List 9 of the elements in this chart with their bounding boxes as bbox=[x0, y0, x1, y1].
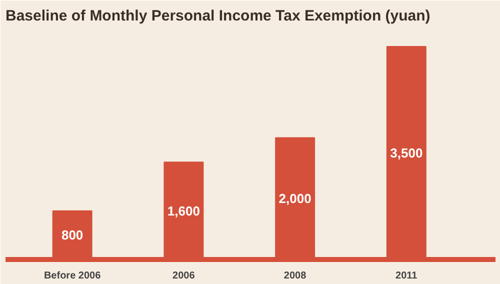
data-label: 2,000 bbox=[278, 191, 312, 206]
x-tick-label: 2011 bbox=[396, 270, 418, 282]
x-tick-label: Before 2006 bbox=[44, 270, 102, 282]
x-tick-label: 2006 bbox=[172, 270, 196, 282]
data-label: 800 bbox=[61, 228, 84, 243]
data-label: 3,500 bbox=[390, 146, 423, 161]
x-tick-label: 2008 bbox=[284, 270, 307, 282]
data-label: 1,600 bbox=[167, 203, 200, 218]
chart-title: Baseline of Monthly Personal Income Tax Exemption (yuan) bbox=[6, 8, 430, 24]
